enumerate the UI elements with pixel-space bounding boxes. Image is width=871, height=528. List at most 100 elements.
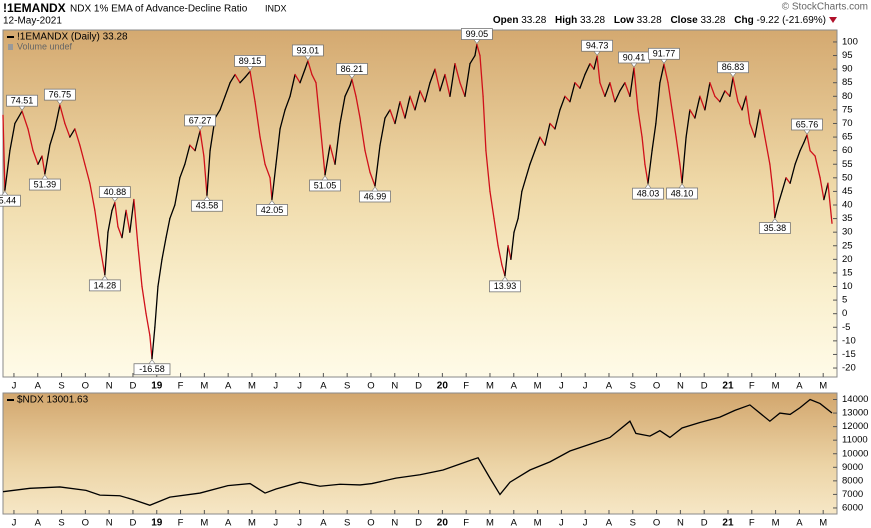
y-tick-label: -15 xyxy=(842,349,856,360)
line-segment xyxy=(379,117,386,146)
line-segment xyxy=(501,264,506,277)
y-tick-label: 8000 xyxy=(842,475,863,486)
data-label: 43.58 xyxy=(196,201,219,211)
line-segment xyxy=(369,171,376,187)
line-segment xyxy=(137,245,143,288)
data-label: 13.93 xyxy=(494,281,517,291)
line-segment xyxy=(574,82,581,89)
data-label: 46.99 xyxy=(364,191,387,201)
label-pointer xyxy=(771,218,779,223)
x-tick-label: O xyxy=(653,518,660,528)
x-tick-label: J xyxy=(559,381,564,392)
line-segment xyxy=(229,73,236,84)
y-tick-label: 20 xyxy=(842,254,853,265)
label-pointer xyxy=(371,186,379,192)
line-segment xyxy=(145,313,151,337)
line-segment xyxy=(476,43,481,57)
line-segment xyxy=(409,95,416,111)
x-tick-label: J xyxy=(12,381,17,392)
y-tick-label: 6000 xyxy=(842,502,863,513)
line-segment xyxy=(769,163,774,193)
line-segment xyxy=(485,149,491,193)
x-tick-label: O xyxy=(653,381,660,392)
line-segment xyxy=(94,209,101,247)
line-segment xyxy=(774,204,779,219)
line-segment xyxy=(254,101,261,138)
line-segment xyxy=(497,245,503,266)
data-label: 35.38 xyxy=(764,223,787,233)
line-segment xyxy=(659,63,665,84)
line-segment xyxy=(414,90,421,111)
line-segment xyxy=(174,177,181,206)
quote-value: 33.28 xyxy=(521,15,546,26)
line-segment xyxy=(479,54,484,97)
data-label: 45.44 xyxy=(0,196,16,206)
label-pointer xyxy=(593,50,601,56)
y-tick-label: 50 xyxy=(842,172,853,183)
y-tick-label: 85 xyxy=(842,77,853,88)
data-label: 93.01 xyxy=(297,45,320,55)
line-segment xyxy=(269,177,273,201)
line-segment xyxy=(593,55,598,70)
line-segment xyxy=(239,76,246,84)
line xyxy=(2,398,833,506)
x-tick-label: D xyxy=(130,518,137,528)
x-tick-label: 19 xyxy=(151,381,163,392)
line-segment xyxy=(544,122,551,146)
line-segment xyxy=(504,245,509,277)
x-tick-label: A xyxy=(796,381,803,392)
line-segment xyxy=(489,190,495,220)
line-segment xyxy=(69,128,76,138)
line-segment xyxy=(539,136,546,146)
line-segment xyxy=(41,155,46,175)
line-segment xyxy=(44,144,51,175)
line-segment xyxy=(772,190,776,219)
exchange: INDX xyxy=(265,3,287,13)
line-segment xyxy=(249,70,256,103)
line-segment xyxy=(184,144,191,165)
line-segment xyxy=(107,209,113,233)
x-tick-label: J xyxy=(273,518,278,528)
line-segment xyxy=(584,63,591,76)
line-segment xyxy=(389,109,396,125)
label-pointer xyxy=(196,125,204,131)
x-tick-label: M xyxy=(486,381,494,392)
label-pointer xyxy=(348,74,356,79)
line-segment xyxy=(789,163,796,184)
line-segment xyxy=(729,77,734,97)
y-tick-label: 13000 xyxy=(842,408,868,419)
line-segment xyxy=(794,149,801,165)
line-segment xyxy=(14,110,23,125)
data-label: 86.83 xyxy=(722,62,745,72)
line-segment xyxy=(37,155,43,165)
line-segment xyxy=(299,68,306,84)
line-segment xyxy=(117,226,123,239)
line-segment xyxy=(482,95,487,152)
line-segment xyxy=(803,134,808,144)
line-segment xyxy=(244,70,251,78)
line-segment xyxy=(203,155,208,196)
y-tick-label: 80 xyxy=(842,91,853,102)
line-segment xyxy=(609,82,616,103)
line-segment xyxy=(699,95,706,111)
line-segment xyxy=(264,163,271,179)
line-segment xyxy=(737,101,743,111)
line-segment xyxy=(121,209,127,239)
line-segment xyxy=(364,149,371,174)
data-label: 14.28 xyxy=(94,280,117,290)
line-segment xyxy=(224,82,231,97)
x-tick-label: S xyxy=(344,381,350,392)
line-segment xyxy=(764,136,771,165)
x-tick-label: J xyxy=(12,518,17,528)
x-tick-label: O xyxy=(82,518,89,528)
down-arrow xyxy=(829,17,837,23)
line-segment xyxy=(819,177,825,201)
x-tick-label: N xyxy=(106,518,113,528)
label-pointer xyxy=(304,55,312,61)
line-segment xyxy=(529,149,536,165)
y-tick-label: 45 xyxy=(842,186,853,197)
line-segment xyxy=(21,110,29,130)
x-tick-label: M xyxy=(248,381,256,392)
line-segment xyxy=(27,128,34,152)
plot-layer xyxy=(2,398,833,506)
